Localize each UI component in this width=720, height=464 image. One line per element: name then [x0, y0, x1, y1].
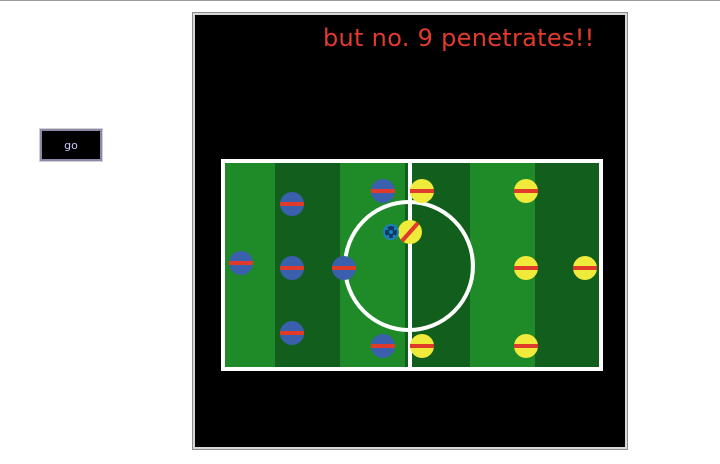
blue-player[interactable] [332, 256, 356, 280]
yellow-player[interactable] [410, 334, 434, 358]
blue-player[interactable] [371, 179, 395, 203]
commentary-caption: but no. 9 penetrates!! [323, 24, 595, 52]
top-divider [0, 0, 720, 1]
world-frame: but no. 9 penetrates!! [192, 12, 628, 450]
blue-player[interactable] [280, 321, 304, 345]
blue-player[interactable] [280, 256, 304, 280]
blue-player[interactable] [229, 251, 253, 275]
world-view[interactable]: but no. 9 penetrates!! [195, 15, 625, 447]
yellow-player-striker[interactable] [398, 220, 422, 244]
yellow-player[interactable] [514, 179, 538, 203]
blue-player[interactable] [371, 334, 395, 358]
soccer-pitch [221, 159, 603, 371]
yellow-team [398, 179, 597, 358]
yellow-player[interactable] [573, 256, 597, 280]
go-button[interactable]: go [39, 128, 103, 162]
soccer-ball-icon[interactable] [383, 224, 399, 240]
blue-team [229, 179, 395, 358]
blue-player[interactable] [280, 192, 304, 216]
yellow-player[interactable] [514, 256, 538, 280]
yellow-player[interactable] [514, 334, 538, 358]
yellow-player[interactable] [410, 179, 434, 203]
